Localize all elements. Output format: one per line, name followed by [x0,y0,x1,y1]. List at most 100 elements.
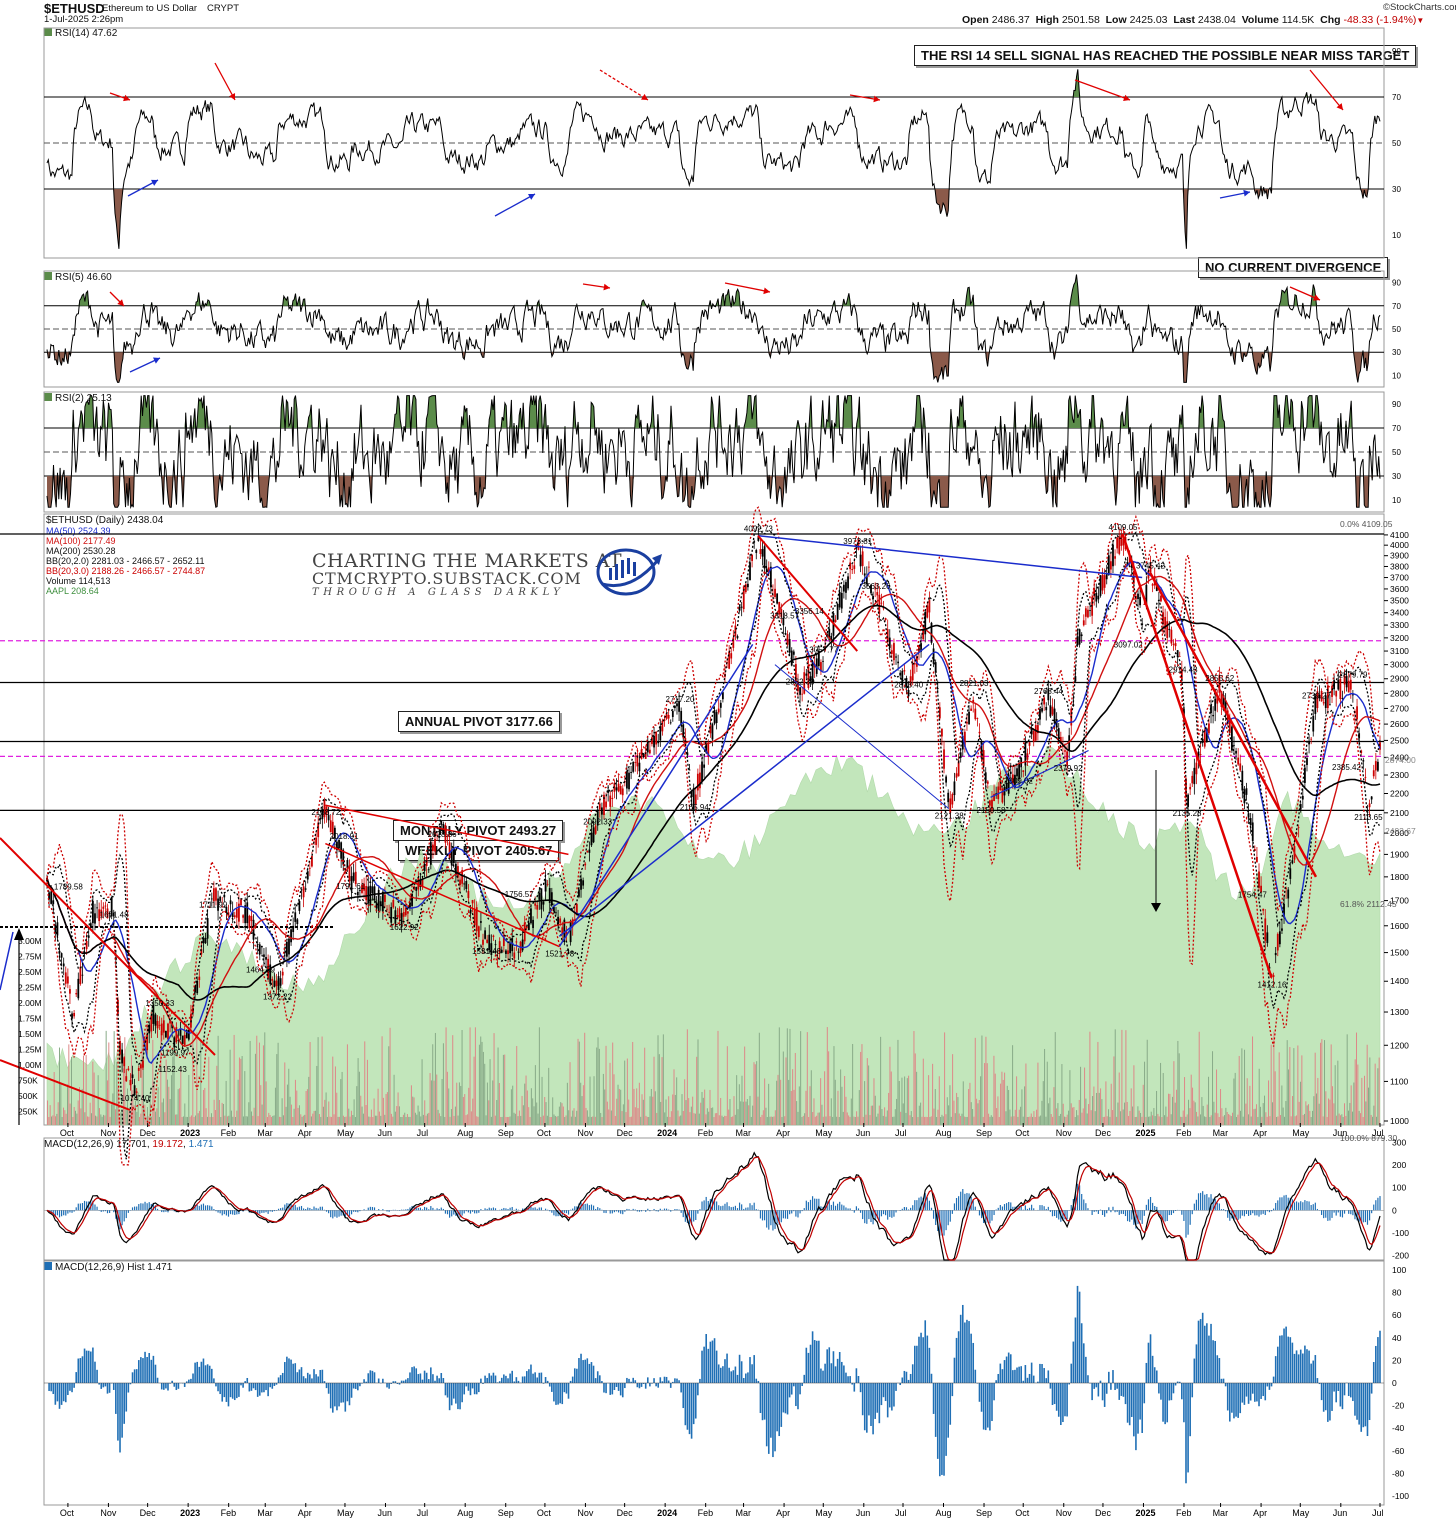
legend-aapl: AAPL 208.64 [46,586,99,596]
macd-hist-bar [905,1207,908,1211]
hist-bar [653,1378,655,1383]
price-candle-body [1299,804,1302,810]
price-candle-body [1120,535,1123,546]
hist-bar [615,1383,618,1387]
volume-bar [588,1116,590,1125]
volume-bar [760,1116,762,1125]
hist-bar [503,1374,505,1383]
price-tick-label: 3800 [1390,561,1409,571]
price-candle-body [586,851,589,853]
hist-bar [1012,1370,1014,1383]
macd-hist-bar [125,1210,127,1219]
hist-bar [551,1383,553,1392]
volume-bar [1220,1088,1222,1125]
hist-bar [682,1383,685,1409]
macd-hist-bar [899,1210,901,1211]
volume-bar [841,1086,843,1125]
volume-bar [690,1106,692,1125]
hist-bar [271,1383,274,1389]
price-candle-body [106,908,109,919]
macd-hist-bar [1129,1210,1131,1222]
volume-bar [482,1051,484,1125]
price-candle-body [845,582,847,593]
volume-bar [1176,1089,1178,1125]
rsi-line [46,69,1381,249]
hist-bar [394,1381,397,1383]
macd-hist-bar [86,1201,88,1211]
price-candle-body [830,635,833,640]
volume-bar [726,1046,728,1125]
volume-bar [376,1115,378,1125]
price-candle-body [592,827,595,843]
volume-bar [621,1111,623,1125]
rsi-tick-label: 50 [1392,139,1401,148]
trendline-red [0,837,216,1056]
price-candle-body [661,720,664,732]
volume-bar [1266,1116,1268,1125]
legend-ma50: MA(50) 2524.39 [46,526,111,536]
rsi-overbought-fill [47,69,1380,97]
macd-hist-bar [282,1207,284,1211]
volume-bar [397,1092,399,1125]
volume-bar [829,1116,831,1125]
price-candle-body [978,731,981,734]
price-candle-body [1239,763,1242,771]
hist-bar [667,1380,670,1383]
volume-bar [941,1114,943,1125]
hist-bar [555,1383,557,1405]
hist-bar [1085,1356,1087,1383]
volume-bar [749,1095,751,1125]
hist-bar [947,1383,949,1438]
macd-hist-bar [219,1210,221,1214]
watermark-line2: CTMCRYPTO.SUBSTACK.COM [312,569,582,588]
price-candle-body [480,921,482,923]
hist-bar [1049,1383,1052,1389]
price-candle-body [1168,628,1171,631]
volume-bar [944,1032,946,1125]
price-candle-body [482,939,484,945]
macd-hist-bar [1083,1199,1085,1211]
price-candle-body [1036,725,1039,734]
volume-bar [730,1116,732,1125]
volume-bar [1182,1110,1184,1125]
volume-bar [1074,1117,1076,1125]
x-tick-label-hist: Oct [1015,1508,1030,1518]
volume-bar [833,1046,835,1125]
volume-bar [700,1102,702,1125]
macd-hist-bar [751,1205,753,1211]
macd-hist-bar [302,1208,305,1211]
macd-hist-bar [407,1208,409,1211]
volume-bar [370,1109,372,1125]
hist-bar [1347,1383,1350,1397]
hist-bar [621,1383,624,1398]
price-candle-body [943,749,945,769]
price-candle-body [619,786,622,795]
macd-hist-bar [1220,1209,1223,1211]
hist-bar [142,1358,144,1383]
macd-hist-bar [955,1198,958,1211]
macd-hist-bar [617,1210,620,1213]
volume-bar [114,1109,116,1125]
volume-bar [1352,1111,1354,1125]
x-tick-label-price: Sep [498,1128,514,1138]
hist-bar [824,1363,826,1383]
volume-bar [1257,1116,1259,1125]
macd-hist-bar [732,1206,734,1211]
macd-hist-bar [849,1208,851,1211]
volume-bar [1206,1104,1208,1125]
macd-hist-bar [582,1204,584,1211]
price-candle-body [1233,744,1235,746]
price-candle-body [1374,761,1377,771]
macd-hist-bar [530,1205,532,1211]
hist-bar [1097,1383,1100,1397]
macd-hist-bar [935,1210,937,1225]
volume-bar [1360,1113,1362,1125]
macd-hist-bar [1270,1210,1273,1212]
volume-bar [1273,1031,1275,1125]
volume-bar [202,1089,204,1125]
macd-hist-bar [401,1209,403,1211]
volume-bar [326,1116,328,1125]
volume-bar [774,1110,776,1125]
hist-bar [357,1383,359,1391]
price-candle-body [803,672,806,694]
